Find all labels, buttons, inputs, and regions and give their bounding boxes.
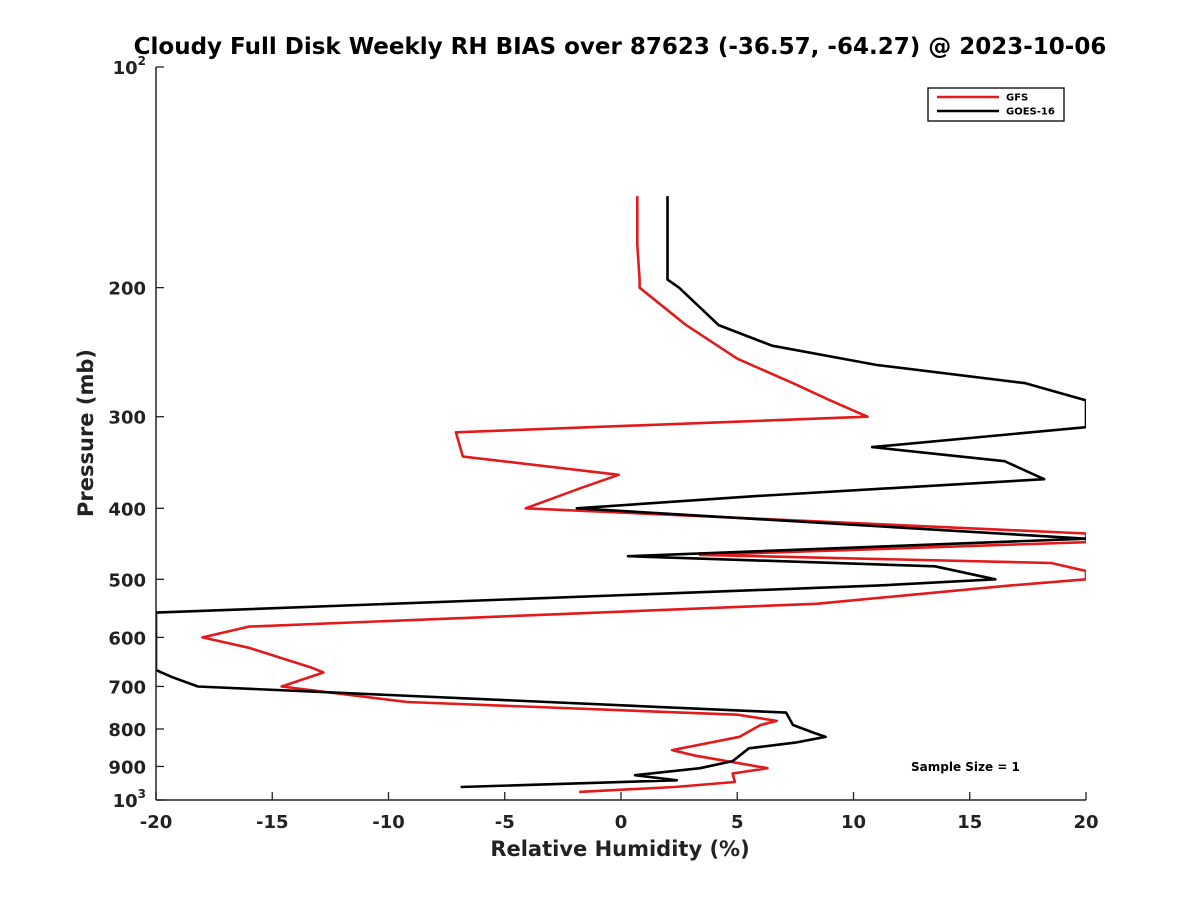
plot-area: -20 -15 -10 -5 0 5 10 15 20 102 200 300 400 500 600 70… bbox=[108, 54, 1098, 833]
legend-label-gfs: GFS bbox=[1006, 93, 1028, 104]
y-tick-label: 800 bbox=[108, 720, 146, 741]
x-tick-label: -15 bbox=[256, 812, 289, 833]
sample-size-annotation: Sample Size = 1 bbox=[911, 760, 1020, 774]
x-tick-label: 0 bbox=[615, 812, 628, 833]
x-tick-label: 20 bbox=[1073, 812, 1098, 833]
y-tick-label: 103 bbox=[113, 787, 146, 812]
x-tick-label: 5 bbox=[731, 812, 744, 833]
y-tick-label: 102 bbox=[113, 54, 146, 79]
legend-label-goes-16: GOES-16 bbox=[1006, 107, 1055, 118]
chart-title: Cloudy Full Disk Weekly RH BIAS over 876… bbox=[134, 34, 1107, 60]
series-line-gfs bbox=[201, 196, 1086, 794]
y-axis-label: Pressure (mb) bbox=[74, 349, 98, 517]
y-tick-label: 200 bbox=[108, 279, 146, 300]
y-tick-label: 600 bbox=[108, 628, 146, 649]
y-tick-label: 700 bbox=[108, 677, 146, 698]
x-tick-label: -10 bbox=[372, 812, 405, 833]
y-tick-label: 300 bbox=[108, 408, 146, 429]
y-tick-label: 900 bbox=[108, 757, 146, 778]
series-layer bbox=[156, 196, 1086, 794]
legend-box bbox=[927, 87, 1065, 122]
legend: GFS GOES-16 bbox=[927, 87, 1065, 122]
y-tick-label: 400 bbox=[108, 499, 146, 520]
x-tick-label: 10 bbox=[841, 812, 866, 833]
x-tick-label: 15 bbox=[957, 812, 982, 833]
series-line-goes-16 bbox=[156, 196, 1086, 789]
x-tick-label: -5 bbox=[495, 812, 515, 833]
x-tick-label: -20 bbox=[140, 812, 173, 833]
legend-entries: GFS GOES-16 bbox=[937, 93, 1055, 118]
y-tick-label: 500 bbox=[108, 570, 146, 591]
y-ticks: 102 200 300 400 500 600 700 800 900 103 bbox=[108, 54, 164, 812]
x-ticks: -20 -15 -10 -5 0 5 10 15 20 bbox=[140, 792, 1099, 833]
x-axis-label: Relative Humidity (%) bbox=[490, 837, 749, 861]
